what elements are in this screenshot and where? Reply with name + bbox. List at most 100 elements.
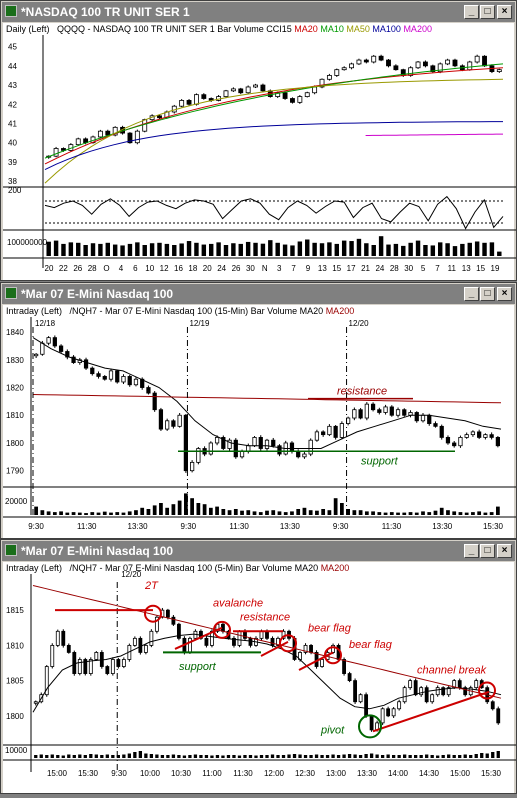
minimize-button[interactable]: _	[464, 544, 479, 558]
candle-body	[52, 337, 57, 347]
candle-body	[165, 609, 170, 618]
candle-body	[408, 680, 413, 689]
candle-body	[176, 623, 181, 639]
maximize-button[interactable]: □	[480, 544, 495, 558]
volume-bar	[243, 755, 247, 758]
volume-bar	[397, 755, 401, 758]
volume-bar	[155, 754, 159, 758]
volume-bar	[469, 755, 473, 758]
candle-body	[97, 130, 103, 138]
y-tick-label: 42	[8, 100, 17, 109]
volume-bar	[177, 755, 181, 758]
moving-average-line	[44, 67, 504, 165]
candle-body	[356, 59, 362, 65]
x-tick-label: 9:30	[111, 769, 127, 778]
volume-bar	[309, 755, 313, 758]
volume-bar	[53, 240, 59, 256]
x-tick-label: 9:30	[28, 522, 44, 531]
x-tick-label: 20	[203, 264, 212, 273]
candle-body	[171, 420, 176, 427]
candle-body	[445, 59, 451, 65]
volume-bar	[171, 504, 176, 515]
candle-body	[260, 84, 266, 92]
candle-body	[221, 437, 226, 449]
candle-body	[312, 86, 318, 94]
close-button[interactable]: ×	[497, 287, 512, 301]
x-tick-label: 11:30	[77, 522, 97, 531]
candle-body	[321, 431, 326, 436]
candle-body	[53, 148, 59, 157]
double-top-annotation: 2T	[144, 580, 159, 592]
candle-body	[441, 687, 446, 696]
candle-body	[88, 659, 93, 674]
candle-body	[339, 423, 344, 438]
chart-header: Daily (Left) QQQQ - NASDAQ 100 TR UNIT S…	[6, 24, 432, 34]
intraday-15min-window: *Mar 07 E-Mini Nasdaq 100 _ □ × Intraday…	[0, 282, 517, 539]
volume-bar	[371, 245, 376, 256]
candle-body	[186, 100, 192, 105]
candle-body	[433, 423, 438, 427]
volume-bar	[201, 244, 207, 256]
maximize-button[interactable]: □	[480, 5, 495, 19]
daily-chart-area[interactable]: Daily (Left) QQQQ - NASDAQ 100 TR UNIT S…	[3, 23, 516, 280]
chart-window-icon	[5, 287, 17, 299]
candle-body	[495, 437, 500, 447]
volume-bar	[336, 755, 341, 758]
window-titlebar[interactable]: *Mar 07 E-Mini Nasdaq 100 _ □ ×	[2, 284, 515, 304]
candle-body	[232, 637, 236, 646]
volume-bar	[460, 243, 465, 256]
candle-body	[110, 659, 115, 674]
candle-body	[458, 437, 463, 447]
candle-body	[358, 694, 363, 703]
close-button[interactable]: ×	[497, 5, 512, 19]
volume-bar	[283, 512, 288, 515]
volume-bar	[386, 754, 390, 758]
volume-bar	[265, 755, 269, 758]
candle-body	[364, 403, 369, 419]
x-tick-label: 22	[59, 264, 68, 273]
volume-bar	[164, 243, 170, 256]
x-tick-label: 10:00	[140, 769, 161, 778]
volume-bar	[112, 244, 118, 256]
candle-body	[369, 715, 374, 731]
volume-bar	[98, 243, 103, 256]
volume-bar	[232, 755, 236, 758]
volume-bar	[452, 246, 458, 256]
volume-bar	[89, 754, 93, 758]
minimize-button[interactable]: _	[464, 287, 479, 301]
candle-body	[352, 409, 357, 419]
candle-body	[258, 437, 263, 449]
candle-body	[154, 616, 159, 632]
window-titlebar[interactable]: *Mar 07 E-Mini Nasdaq 100 _ □ ×	[2, 541, 515, 561]
volume-bar	[458, 755, 462, 758]
candle-body	[333, 425, 338, 438]
intraday-5min-chart-area[interactable]: Intraday (Left) /NQH7 - Mar 07 E-Mini Na…	[3, 562, 516, 793]
candle-body	[134, 130, 140, 144]
chart-window-icon	[5, 544, 17, 556]
x-tick-label: 14:30	[419, 769, 440, 778]
volume-bar	[305, 239, 310, 256]
volume-bar	[430, 755, 434, 758]
minimize-button[interactable]: _	[464, 5, 479, 19]
volume-bar	[378, 236, 384, 256]
candle-body	[477, 431, 482, 438]
intraday-15min-chart-area[interactable]: Intraday (Left) /NQH7 - Mar 07 E-Mini Na…	[3, 305, 516, 538]
x-tick-label: 9:30	[181, 522, 197, 531]
ma-label: MA50	[346, 24, 370, 34]
candle-body	[61, 148, 66, 151]
volume-bar	[320, 755, 324, 758]
window-titlebar[interactable]: *NASDAQ 100 TR UNIT SER 1 _ □ ×	[2, 2, 515, 22]
volume-bar	[40, 510, 45, 515]
candle-body	[46, 337, 51, 344]
candle-body	[105, 666, 110, 674]
chart-scale-label: Intraday (Left)	[6, 306, 63, 316]
bear-flag-annotation: bear flag	[349, 639, 393, 651]
volume-bar	[277, 511, 282, 515]
candle-body	[446, 687, 451, 696]
y-tick-label: 1805	[6, 677, 24, 686]
volume-bar	[290, 511, 294, 515]
close-button[interactable]: ×	[497, 544, 512, 558]
candle-body	[127, 132, 133, 144]
maximize-button[interactable]: □	[480, 287, 495, 301]
volume-bar	[298, 754, 302, 758]
